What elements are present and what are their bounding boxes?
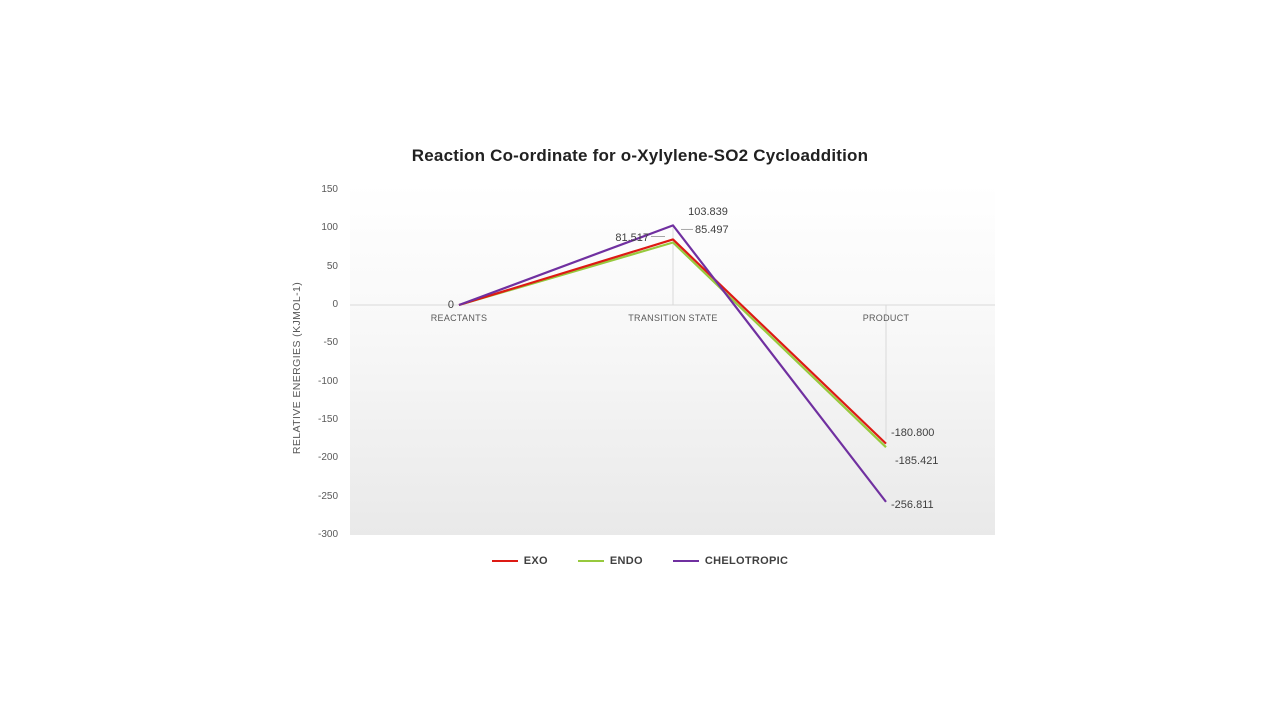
series-line-exo — [458, 238, 887, 445]
data-label: -256.811 — [891, 498, 934, 511]
data-label: 85.497 — [695, 224, 729, 237]
legend-item-endo: ENDO — [577, 555, 643, 567]
chart-legend: EXO ENDO CHELOTROPIC — [0, 555, 1280, 567]
chart-title: Reaction Co-ordinate for o-Xylylene-SO2 … — [411, 146, 869, 165]
y-tick-label: -200 — [317, 452, 338, 464]
series-line-chelotropic — [458, 224, 887, 503]
legend-line-swatch — [577, 559, 604, 563]
category-label: REACTANTS — [430, 313, 488, 323]
data-label: -185.421 — [895, 455, 939, 468]
y-tick-label: -150 — [317, 414, 338, 425]
y-tick-label: 150 — [321, 184, 338, 195]
legend-label: CHELOTROPIC — [704, 555, 789, 567]
y-tick-label: -100 — [317, 375, 338, 387]
legend-line-swatch — [672, 559, 699, 563]
y-tick-label: 50 — [326, 260, 338, 272]
legend-line-swatch — [491, 559, 518, 563]
legend-label: EXO — [523, 555, 548, 567]
data-label: 0 — [447, 299, 454, 311]
category-label: PRODUCT — [862, 313, 910, 323]
legend-item-chelotropic: CHELOTROPIC — [672, 555, 789, 567]
y-tick-label: 100 — [321, 222, 338, 234]
data-label: 81.517 — [615, 231, 649, 244]
y-tick-label: -50 — [323, 337, 338, 349]
data-label: 103.839 — [688, 206, 728, 219]
legend-label: ENDO — [609, 555, 643, 567]
y-tick-label: -250 — [317, 490, 338, 502]
data-label: -180.800 — [891, 426, 935, 439]
y-tick-label: 0 — [332, 299, 338, 310]
y-tick-label: -300 — [317, 529, 338, 540]
category-label: TRANSITION STATE — [628, 313, 718, 323]
legend-item-exo: EXO — [491, 555, 548, 567]
